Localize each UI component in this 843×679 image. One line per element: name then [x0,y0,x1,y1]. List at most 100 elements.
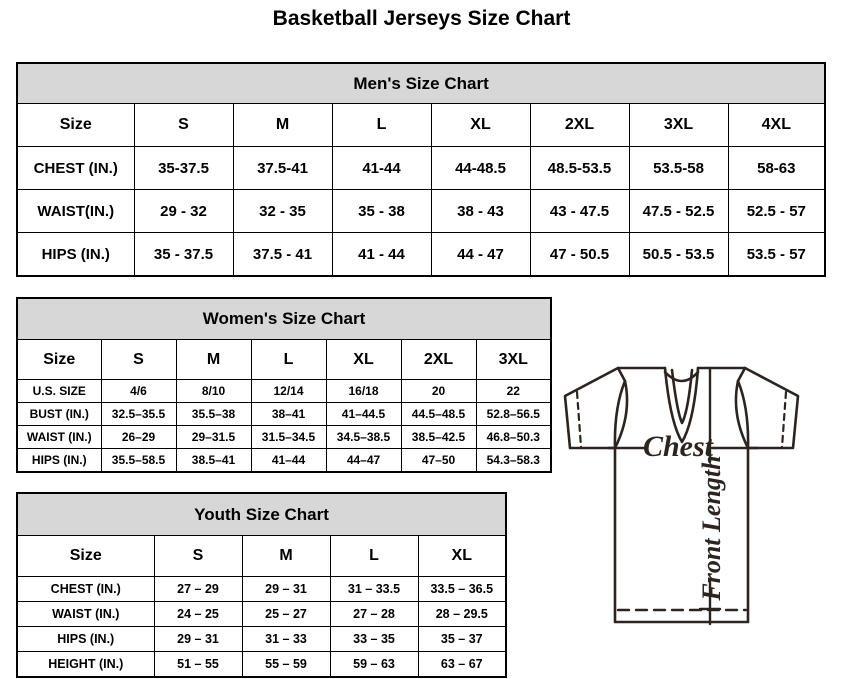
womens-us-size-l: 12/14 [250,379,327,403]
mens-chest-s: 35-37.5 [133,146,234,190]
mens-waist-xl: 38 - 43 [430,189,531,233]
table-row: HIPS (IN.) 35.5–58.5 38.5–41 41–44 44–47… [16,448,552,473]
table-row: HEIGHT (IN.) 51 – 55 55 – 59 59 – 63 63 … [16,651,507,678]
womens-us-size-xl: 16/18 [325,379,402,403]
mens-header-3xl: 3XL [628,103,729,147]
mens-hips-xl: 44 - 47 [430,232,531,277]
right-sleeve-cuff-dashed [780,390,788,449]
womens-waist-l: 31.5–34.5 [250,425,327,449]
youth-chest-xl: 33.5 – 36.5 [417,576,507,602]
right-armhole-curve [734,379,750,450]
table-row: CHEST (IN.) 35-37.5 37.5-41 41-44 44-48.… [16,146,826,190]
mens-hips-2xl: 47 - 50.5 [529,232,630,277]
mens-header-row: Size S M L XL 2XL 3XL 4XL [16,103,826,147]
youth-header-size: Size [16,535,155,577]
youth-hips-m: 31 – 33 [241,626,331,652]
youth-height-l: 59 – 63 [329,651,419,678]
mens-hips-4xl: 53.5 - 57 [727,232,826,277]
youth-header-l: L [329,535,419,577]
table-row: WAIST (IN.) 24 – 25 25 – 27 27 – 28 28 –… [16,601,507,627]
womens-hips-3xl: 54.3–58.3 [475,448,552,473]
mens-waist-s: 29 - 32 [133,189,234,233]
womens-waist-m: 29–31.5 [175,425,252,449]
mens-waist-3xl: 47.5 - 52.5 [628,189,729,233]
youth-height-xl: 63 – 67 [417,651,507,678]
front-length-label: Front Length [697,455,726,601]
womens-us-size-m: 8/10 [175,379,252,403]
womens-bust-s: 32.5–35.5 [100,402,177,426]
page-title: Basketball Jerseys Size Chart [272,7,571,30]
womens-row-label-bust: BUST (IN.) [16,402,102,426]
youth-height-s: 51 – 55 [153,651,243,678]
womens-hips-l: 41–44 [250,448,327,473]
youth-chest-s: 27 – 29 [153,576,243,602]
womens-bust-2xl: 44.5–48.5 [400,402,477,426]
womens-header-3xl: 3XL [475,339,552,380]
mens-chest-xl: 44-48.5 [430,146,531,190]
womens-us-size-s: 4/6 [100,379,177,403]
womens-waist-2xl: 38.5–42.5 [400,425,477,449]
womens-header-l: L [250,339,327,380]
table-row: WAIST (IN.) 26–29 29–31.5 31.5–34.5 34.5… [16,425,552,449]
womens-header-2xl: 2XL [400,339,477,380]
womens-row-label-waist: WAIST (IN.) [16,425,102,449]
mens-row-label-waist: WAIST(IN.) [16,189,135,233]
womens-waist-3xl: 46.8–50.3 [475,425,552,449]
mens-header-s: S [133,103,234,147]
mens-hips-l: 41 - 44 [331,232,432,277]
mens-chest-4xl: 58-63 [727,146,826,190]
youth-size-chart-table: Youth Size Chart Size S M L XL CHEST (IN… [16,492,508,678]
womens-hips-m: 38.5–41 [175,448,252,473]
womens-hips-s: 35.5–58.5 [100,448,177,473]
mens-hips-m: 37.5 - 41 [232,232,333,277]
youth-header-s: S [153,535,243,577]
torso-outline [613,446,750,624]
womens-waist-s: 26–29 [100,425,177,449]
womens-chart-caption: Women's Size Chart [16,297,552,340]
womens-waist-xl: 34.5–38.5 [325,425,402,449]
womens-row-label-hips: HIPS (IN.) [16,448,102,473]
mens-hips-3xl: 50.5 - 53.5 [628,232,729,277]
womens-header-m: M [175,339,252,380]
mens-chest-3xl: 53.5-58 [628,146,729,190]
womens-header-s: S [100,339,177,380]
youth-header-m: M [241,535,331,577]
mens-header-2xl: 2XL [529,103,630,147]
womens-us-size-2xl: 20 [400,379,477,403]
youth-header-xl: XL [417,535,507,577]
mens-waist-m: 32 - 35 [232,189,333,233]
womens-bust-xl: 41–44.5 [325,402,402,426]
mens-chest-m: 37.5-41 [232,146,333,190]
mens-chart-caption: Men's Size Chart [16,62,826,104]
mens-waist-2xl: 43 - 47.5 [529,189,630,233]
mens-chart-caption-row: Men's Size Chart [16,62,826,104]
mens-header-size: Size [16,103,135,147]
mens-size-chart-table: Men's Size Chart Size S M L XL 2XL 3XL 4… [16,62,827,277]
mens-hips-s: 35 - 37.5 [133,232,234,277]
womens-header-size: Size [16,339,102,380]
youth-waist-l: 27 – 28 [329,601,419,627]
mens-row-label-chest: CHEST (IN.) [16,146,135,190]
v-neck-outer [663,366,700,444]
mens-waist-l: 35 - 38 [331,189,432,233]
womens-header-xl: XL [325,339,402,380]
jersey-measurement-diagram: Chest Front Length [520,350,843,679]
womens-size-chart-table: Women's Size Chart Size S M L XL 2XL 3XL… [16,297,553,473]
womens-header-row: Size S M L XL 2XL 3XL [16,339,552,380]
table-row: HIPS (IN.) 35 - 37.5 37.5 - 41 41 - 44 4… [16,232,826,277]
youth-chart-caption-row: Youth Size Chart [16,492,507,536]
left-sleeve-cuff-dashed [575,390,583,449]
womens-us-size-3xl: 22 [475,379,552,403]
youth-row-label-waist: WAIST (IN.) [16,601,155,627]
youth-height-m: 55 – 59 [241,651,331,678]
right-sleeve-shape [736,366,800,450]
left-sleeve-shape [563,366,627,450]
youth-row-label-chest: CHEST (IN.) [16,576,155,602]
table-row: BUST (IN.) 32.5–35.5 35.5–38 38–41 41–44… [16,402,552,426]
table-row: CHEST (IN.) 27 – 29 29 – 31 31 – 33.5 33… [16,576,507,602]
youth-waist-xl: 28 – 29.5 [417,601,507,627]
youth-row-label-height: HEIGHT (IN.) [16,651,155,678]
womens-chart-caption-row: Women's Size Chart [16,297,552,340]
mens-chest-2xl: 48.5-53.5 [529,146,630,190]
table-row: WAIST(IN.) 29 - 32 32 - 35 35 - 38 38 - … [16,189,826,233]
